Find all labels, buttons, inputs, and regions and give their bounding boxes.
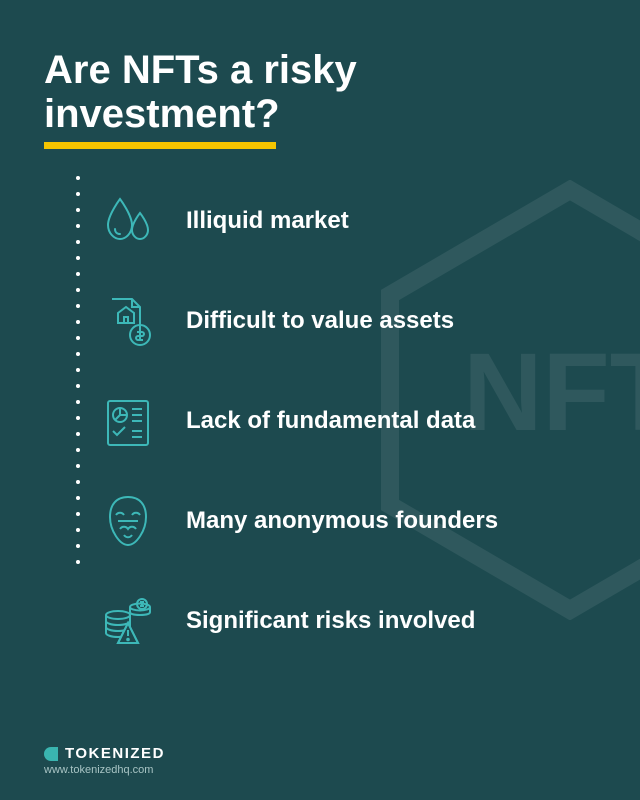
list-item: Many anonymous founders xyxy=(96,489,596,553)
item-label: Lack of fundamental data xyxy=(186,407,475,435)
item-label: Many anonymous founders xyxy=(186,507,498,535)
item-label: Difficult to value assets xyxy=(186,307,454,335)
brand-url: www.tokenizedhq.com xyxy=(44,764,165,776)
list-item: Illiquid market xyxy=(96,189,596,253)
list-item: Significant risks involved xyxy=(96,589,596,653)
footer: TOKENIZED www.tokenizedhq.com xyxy=(44,745,165,776)
item-label: Significant risks involved xyxy=(186,607,475,635)
item-label: Illiquid market xyxy=(186,207,349,235)
brand-logo: TOKENIZED xyxy=(44,745,165,762)
list-item: Difficult to value assets xyxy=(96,289,596,353)
page-title: Are NFTs a risky investment? xyxy=(44,48,596,136)
anonymous-mask-icon xyxy=(96,489,160,553)
brand-bullet-icon xyxy=(44,747,58,761)
title-underline xyxy=(44,142,276,149)
dotted-connector-line xyxy=(76,176,80,564)
droplet-icon xyxy=(96,189,160,253)
coins-warning-icon xyxy=(96,589,160,653)
risk-items-list: Illiquid market Difficult to value asset… xyxy=(96,189,596,653)
document-dollar-icon xyxy=(96,289,160,353)
list-item: Lack of fundamental data xyxy=(96,389,596,453)
brand-name: TOKENIZED xyxy=(65,745,165,762)
chart-report-icon xyxy=(96,389,160,453)
